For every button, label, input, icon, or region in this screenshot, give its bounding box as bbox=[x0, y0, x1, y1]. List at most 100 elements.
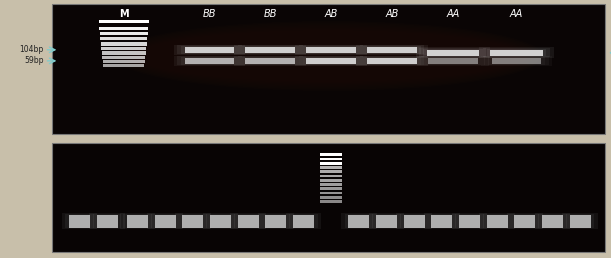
Bar bbox=[306, 47, 356, 53]
Bar bbox=[235, 56, 306, 66]
Bar bbox=[242, 46, 299, 53]
Bar bbox=[246, 47, 295, 53]
Bar bbox=[151, 214, 180, 229]
Bar bbox=[320, 162, 342, 165]
Bar bbox=[230, 213, 266, 229]
Bar bbox=[484, 57, 549, 65]
Bar bbox=[364, 46, 420, 53]
Bar bbox=[320, 187, 342, 190]
Bar bbox=[562, 213, 598, 229]
Bar bbox=[258, 213, 294, 229]
Bar bbox=[356, 56, 428, 66]
Text: AB: AB bbox=[386, 9, 399, 19]
Bar bbox=[238, 45, 302, 54]
Ellipse shape bbox=[123, 25, 534, 87]
Text: AB: AB bbox=[324, 9, 338, 19]
Bar bbox=[262, 214, 290, 229]
Bar bbox=[320, 192, 342, 194]
Bar bbox=[320, 196, 342, 199]
Bar bbox=[345, 214, 373, 229]
Bar bbox=[101, 47, 146, 50]
Bar bbox=[295, 45, 367, 55]
Bar bbox=[320, 179, 342, 182]
Bar bbox=[299, 57, 364, 65]
Bar bbox=[542, 215, 563, 228]
Bar bbox=[155, 215, 176, 228]
Bar bbox=[174, 56, 246, 66]
Bar bbox=[488, 57, 545, 64]
Bar bbox=[175, 213, 211, 229]
Bar bbox=[299, 45, 364, 54]
Bar bbox=[428, 214, 456, 229]
Bar bbox=[103, 64, 144, 67]
Bar bbox=[486, 215, 508, 228]
Bar bbox=[238, 215, 258, 228]
Bar bbox=[102, 51, 145, 55]
Bar bbox=[101, 42, 147, 46]
Bar bbox=[372, 214, 401, 229]
Bar bbox=[360, 57, 424, 65]
Text: BB: BB bbox=[263, 9, 277, 19]
Bar bbox=[479, 47, 554, 58]
Bar bbox=[404, 215, 425, 228]
Bar bbox=[99, 20, 148, 23]
Text: AA: AA bbox=[446, 9, 459, 19]
Bar bbox=[286, 213, 321, 229]
Bar bbox=[69, 215, 90, 228]
Bar bbox=[302, 57, 360, 64]
Bar bbox=[490, 50, 543, 56]
Bar bbox=[341, 213, 376, 229]
Bar bbox=[348, 215, 369, 228]
Bar bbox=[423, 49, 483, 57]
Bar bbox=[569, 215, 590, 228]
Bar bbox=[428, 58, 478, 64]
Bar bbox=[397, 213, 432, 229]
Bar bbox=[302, 46, 360, 53]
Bar bbox=[181, 57, 238, 64]
Bar bbox=[100, 32, 148, 35]
Bar bbox=[459, 215, 480, 228]
Bar bbox=[97, 215, 118, 228]
Bar bbox=[320, 183, 342, 186]
Bar bbox=[100, 27, 148, 30]
Bar bbox=[400, 214, 428, 229]
Bar bbox=[480, 56, 552, 66]
Ellipse shape bbox=[129, 27, 528, 85]
Bar bbox=[431, 215, 452, 228]
Bar bbox=[177, 45, 242, 54]
Bar bbox=[293, 215, 314, 228]
Bar bbox=[424, 213, 459, 229]
Text: 104bp: 104bp bbox=[19, 45, 43, 54]
Bar bbox=[320, 166, 342, 169]
Bar bbox=[238, 57, 302, 65]
Ellipse shape bbox=[120, 23, 537, 88]
Bar bbox=[424, 57, 481, 64]
Bar bbox=[367, 58, 417, 64]
Bar bbox=[566, 214, 594, 229]
Bar bbox=[65, 214, 93, 229]
Bar bbox=[306, 58, 356, 64]
Bar bbox=[179, 214, 207, 229]
Bar bbox=[367, 47, 417, 53]
Text: 59bp: 59bp bbox=[24, 56, 43, 65]
Bar bbox=[295, 56, 367, 66]
Bar bbox=[242, 57, 299, 64]
Bar bbox=[535, 213, 570, 229]
Bar bbox=[452, 213, 487, 229]
Bar bbox=[177, 57, 242, 65]
Text: M: M bbox=[119, 9, 129, 19]
Bar bbox=[417, 56, 489, 66]
Bar bbox=[210, 215, 231, 228]
Bar bbox=[127, 215, 148, 228]
Bar bbox=[52, 4, 605, 134]
Bar bbox=[93, 214, 122, 229]
Bar bbox=[360, 45, 424, 54]
Bar bbox=[320, 154, 342, 156]
Bar bbox=[120, 213, 155, 229]
Ellipse shape bbox=[114, 21, 543, 91]
Ellipse shape bbox=[132, 29, 525, 83]
Ellipse shape bbox=[126, 26, 531, 86]
Bar bbox=[364, 57, 420, 64]
Bar bbox=[123, 214, 152, 229]
Bar bbox=[290, 214, 318, 229]
